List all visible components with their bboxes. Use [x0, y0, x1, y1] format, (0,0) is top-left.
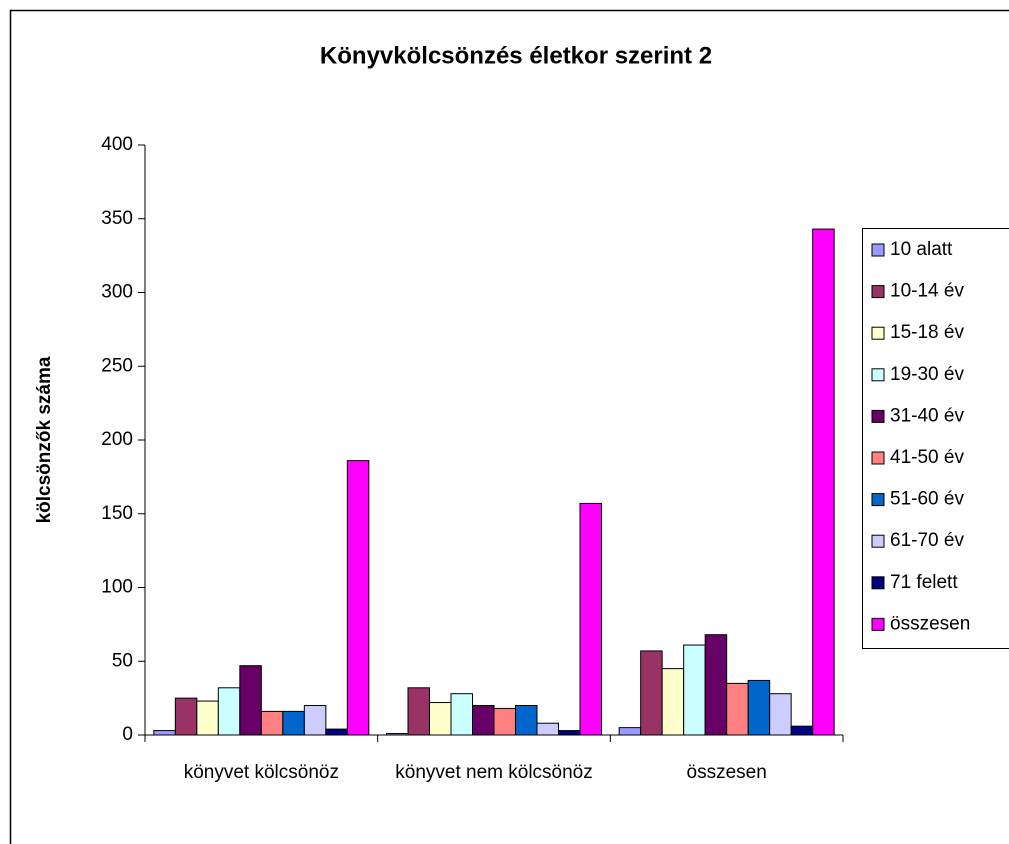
chart-title: Könyvkölcsönzés életkor szerint 2	[320, 42, 712, 69]
y-tick-label: 350	[101, 208, 133, 229]
y-tick-label: 0	[122, 724, 133, 745]
x-tick-label: könyvet kölcsönöz	[184, 762, 339, 783]
bar	[790, 725, 814, 736]
legend	[862, 228, 1009, 649]
legend-swatch	[871, 617, 885, 631]
legend-label: 71 felett	[890, 572, 958, 593]
bar	[239, 665, 262, 736]
legend-swatch	[871, 285, 885, 299]
bar	[325, 728, 348, 736]
y-tick-label: 100	[101, 577, 133, 598]
bar	[472, 705, 495, 736]
bar	[260, 710, 284, 736]
bar	[769, 693, 792, 736]
legend-label: 51-60 év	[890, 489, 964, 510]
y-tick-label: 250	[101, 355, 133, 376]
bar	[661, 668, 685, 736]
legend-swatch	[871, 368, 885, 382]
bar	[640, 650, 663, 736]
bar	[282, 710, 305, 736]
legend-swatch	[871, 326, 885, 340]
legend-label: 41-50 év	[890, 447, 964, 468]
legend-swatch	[871, 493, 885, 507]
legend-label: 19-30 év	[890, 364, 964, 385]
legend-swatch	[871, 243, 885, 257]
bar	[174, 697, 198, 736]
bar	[217, 687, 241, 736]
bar	[515, 705, 538, 736]
legend-label: 10 alatt	[890, 239, 953, 260]
bar	[812, 228, 835, 736]
bar	[558, 730, 581, 736]
y-axis-title: kölcsönzők száma	[34, 356, 55, 523]
y-tick-label: 300	[101, 282, 133, 303]
legend-label: 15-18 év	[890, 322, 964, 343]
y-tick-label: 200	[101, 429, 133, 450]
bar	[536, 722, 559, 736]
legend-label: 31-40 év	[890, 405, 964, 426]
bar	[196, 700, 219, 736]
bar	[726, 682, 749, 736]
bar	[450, 693, 473, 736]
legend-label: 10-14 év	[890, 281, 964, 302]
legend-swatch	[871, 451, 885, 465]
bar	[346, 460, 370, 736]
legend-label: összesen	[890, 613, 970, 634]
legend-swatch	[871, 576, 885, 590]
legend-label: 61-70 év	[890, 530, 964, 551]
bar	[407, 687, 430, 736]
y-tick-label: 50	[112, 650, 133, 671]
legend-swatch	[871, 409, 885, 423]
bar	[747, 679, 771, 736]
bar	[579, 502, 602, 736]
legend-swatch	[871, 534, 885, 548]
y-tick-label: 400	[101, 134, 133, 155]
x-tick-label: összesen	[687, 762, 767, 783]
bar	[618, 727, 642, 736]
bar	[153, 730, 176, 736]
bar	[683, 644, 706, 736]
bar	[493, 707, 516, 736]
y-tick-label: 150	[101, 503, 133, 524]
bar	[429, 702, 452, 736]
x-tick-label: könyvet nem kölcsönöz	[395, 762, 593, 783]
bar	[704, 634, 728, 736]
bar	[303, 705, 327, 736]
